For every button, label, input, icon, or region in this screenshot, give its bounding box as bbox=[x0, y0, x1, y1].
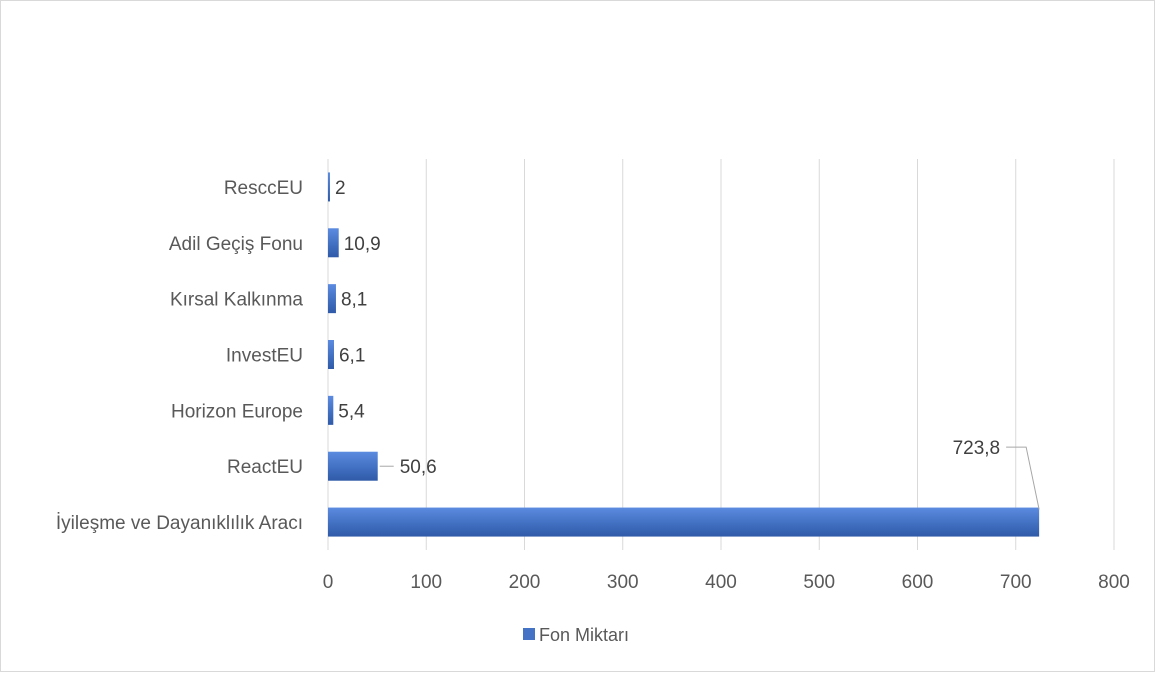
category-label: ResccEU bbox=[224, 178, 303, 199]
bar bbox=[328, 395, 334, 425]
data-label: 8,1 bbox=[341, 290, 367, 311]
bar bbox=[328, 172, 330, 202]
data-label: 723,8 bbox=[953, 438, 1001, 459]
data-label: 5,4 bbox=[338, 401, 365, 422]
category-label: InvestEU bbox=[226, 346, 303, 367]
x-tick-label: 0 bbox=[323, 572, 334, 593]
x-tick-label: 800 bbox=[1098, 572, 1130, 593]
x-tick-label: 400 bbox=[705, 572, 737, 593]
x-tick-label: 200 bbox=[509, 572, 541, 593]
labels: 0 100 200 300 400 500 600 700 800 ResccEU 2 Adil Ge… bbox=[56, 178, 1130, 593]
legend-label: Fon Miktarı bbox=[539, 625, 629, 645]
x-tick-label: 500 bbox=[803, 572, 835, 593]
legend: Fon Miktarı bbox=[523, 625, 629, 645]
leader-line bbox=[1006, 446, 1040, 510]
bars bbox=[328, 172, 1040, 537]
bar bbox=[328, 451, 378, 481]
bar bbox=[328, 284, 336, 314]
grid-lines bbox=[327, 159, 1115, 550]
bar bbox=[328, 507, 1040, 537]
category-label: İyileşme ve Dayanıklılık Aracı bbox=[56, 513, 303, 534]
x-tick-label: 300 bbox=[607, 572, 639, 593]
legend-swatch bbox=[523, 628, 535, 640]
category-label: Horizon Europe bbox=[171, 401, 303, 422]
x-tick-label: 100 bbox=[410, 572, 442, 593]
category-label: ReactEU bbox=[227, 457, 303, 478]
bar bbox=[328, 340, 334, 369]
x-tick-label: 600 bbox=[902, 572, 934, 593]
category-label: Kırsal Kalkınma bbox=[170, 290, 303, 311]
data-label: 10,9 bbox=[344, 234, 381, 255]
category-label: Adil Geçiş Fonu bbox=[169, 234, 303, 255]
data-label: 50,6 bbox=[400, 457, 437, 478]
x-tick-label: 700 bbox=[1000, 572, 1032, 593]
data-label: 6,1 bbox=[339, 346, 365, 367]
bar bbox=[328, 228, 339, 258]
data-label: 2 bbox=[335, 178, 346, 199]
